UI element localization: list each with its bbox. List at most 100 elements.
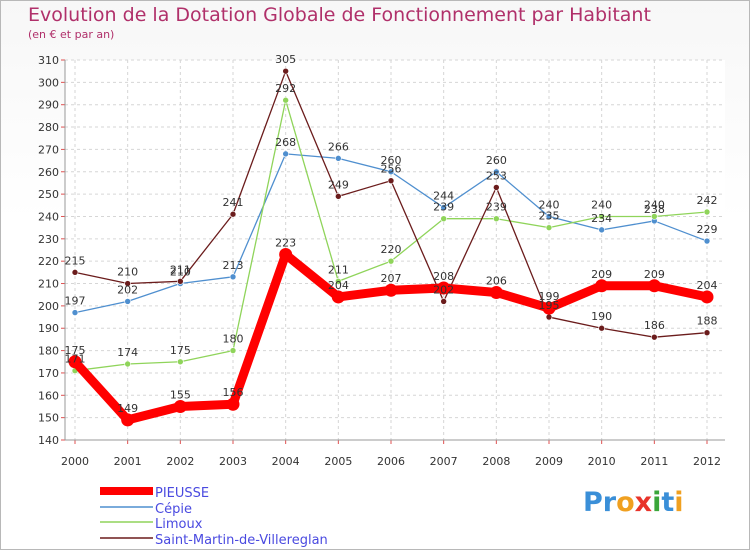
data-point <box>71 269 79 276</box>
data-point <box>173 399 187 413</box>
data-label: 199 <box>539 290 560 303</box>
data-label: 260 <box>381 154 402 167</box>
data-label: 209 <box>591 268 612 281</box>
x-tick-label: 2009 <box>535 455 563 468</box>
data-label: 268 <box>275 136 296 149</box>
y-tick-label: 160 <box>38 389 59 402</box>
data-point <box>335 277 342 285</box>
data-label: 260 <box>486 154 507 167</box>
data-label: 256 <box>381 163 402 176</box>
data-label: 171 <box>65 353 86 366</box>
y-tick-label: 240 <box>38 210 59 223</box>
data-label: 223 <box>275 236 296 249</box>
data-label: 213 <box>223 259 244 272</box>
data-label: 190 <box>591 310 612 323</box>
data-label: 211 <box>170 263 191 276</box>
data-point <box>282 96 289 104</box>
data-point <box>335 155 342 162</box>
data-point <box>229 273 237 281</box>
legend-label: Saint-Martin-de-Villereglan <box>155 533 328 548</box>
data-point <box>282 150 289 158</box>
data-point <box>124 298 131 305</box>
data-point <box>68 355 82 369</box>
data-label: 202 <box>117 283 138 296</box>
data-label: 292 <box>275 82 296 95</box>
data-point <box>493 184 500 191</box>
chart-title: Evolution de la Dotation Globale de Fonc… <box>28 4 651 26</box>
data-label: 238 <box>644 203 665 216</box>
data-point <box>437 281 451 295</box>
data-label: 207 <box>381 272 402 285</box>
data-point <box>703 208 711 216</box>
x-tick-label: 2012 <box>693 455 721 468</box>
data-point <box>229 210 237 218</box>
data-label: 234 <box>591 212 612 225</box>
x-tick-label: 2002 <box>166 455 194 468</box>
data-point <box>598 213 605 220</box>
y-tick-label: 260 <box>38 166 59 179</box>
data-label: 249 <box>328 178 349 191</box>
data-point <box>335 193 342 200</box>
data-label: 156 <box>223 386 244 399</box>
data-point <box>545 313 553 321</box>
data-point <box>440 204 447 211</box>
proxiti-logo: Proxiti <box>583 487 684 518</box>
data-label: 305 <box>275 53 296 66</box>
x-tick-label: 2003 <box>219 455 247 468</box>
data-point <box>647 279 661 293</box>
data-label: 220 <box>381 243 402 256</box>
data-point <box>493 168 500 176</box>
y-tick-label: 250 <box>38 188 59 201</box>
legend-label: Cépie <box>155 502 192 517</box>
y-tick-label: 210 <box>38 278 59 291</box>
data-point <box>229 347 237 354</box>
data-label: 186 <box>644 319 665 332</box>
data-point <box>279 247 293 261</box>
data-label: 188 <box>697 315 718 328</box>
data-label: 211 <box>328 263 349 276</box>
data-point <box>703 237 711 245</box>
data-label: 235 <box>539 210 560 223</box>
data-label: 266 <box>328 140 349 153</box>
data-point <box>651 213 658 220</box>
y-tick-label: 300 <box>38 76 59 89</box>
y-tick-label: 310 <box>38 54 59 67</box>
x-tick-label: 2001 <box>114 455 142 468</box>
data-point <box>703 329 711 337</box>
y-tick-label: 290 <box>38 99 59 112</box>
data-label: 204 <box>328 279 349 292</box>
x-tick-label: 2005 <box>324 455 352 468</box>
data-label: 210 <box>117 266 138 279</box>
data-label: 175 <box>65 344 86 357</box>
legend-label: PIEUSSE <box>155 486 209 501</box>
data-point <box>177 277 184 285</box>
data-label: 206 <box>486 274 507 287</box>
y-tick-label: 140 <box>38 434 59 447</box>
data-point <box>598 324 605 332</box>
data-label: 253 <box>486 169 507 182</box>
data-point <box>542 301 556 315</box>
data-label: 239 <box>433 201 454 214</box>
data-point <box>598 226 605 234</box>
data-point <box>545 224 553 231</box>
x-tick-label: 2004 <box>272 455 300 468</box>
data-label: 239 <box>486 201 507 214</box>
y-tick-label: 150 <box>38 412 59 425</box>
data-point <box>387 168 395 176</box>
data-point <box>124 360 131 368</box>
plot-area <box>65 60 725 440</box>
data-point <box>700 290 714 304</box>
y-tick-label: 190 <box>38 322 59 335</box>
x-tick-label: 2008 <box>482 455 510 468</box>
x-tick-label: 2010 <box>588 455 616 468</box>
x-tick-label: 2007 <box>430 455 458 468</box>
data-label: 241 <box>223 196 244 209</box>
data-label: 208 <box>433 270 454 283</box>
data-point <box>384 283 398 297</box>
data-label: 175 <box>170 344 191 357</box>
data-label: 240 <box>539 198 560 211</box>
y-tick-label: 230 <box>38 233 59 246</box>
data-label: 149 <box>117 402 138 415</box>
legend-label: Limoux <box>155 517 203 532</box>
